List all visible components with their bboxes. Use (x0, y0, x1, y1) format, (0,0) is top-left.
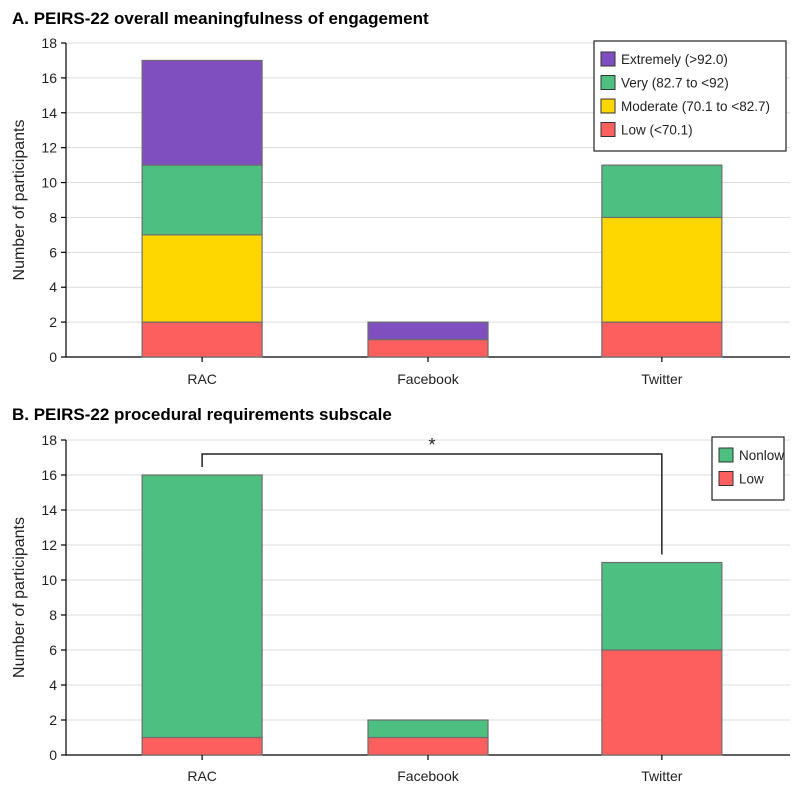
y-tick-label: 6 (49, 244, 57, 260)
legend-swatch-extremely-92-0 (600, 51, 616, 67)
y-tick-label: 2 (49, 314, 57, 330)
bar-twitter-nonlow (601, 561, 723, 651)
panel-a: A. PEIRS-22 overall meaningfulness of en… (11, 9, 790, 387)
legend-box (593, 40, 787, 152)
y-tick-label: 12 (41, 140, 57, 156)
y-tick-label: 0 (49, 747, 57, 763)
bar-rac-low (141, 736, 263, 756)
bar-twitter-very-82-7-to-92 (601, 164, 723, 219)
y-axis-title: Number of participants (11, 120, 28, 281)
legend-swatch-low-70-1 (600, 122, 616, 137)
y-tick-label: 16 (41, 70, 57, 86)
legend: Extremely (>92.0) Very (82.7 to <92) Moder… (593, 40, 787, 152)
significance-bracket (201, 453, 663, 555)
bar-twitter-low (601, 649, 723, 756)
y-tick-label: 12 (41, 537, 57, 553)
y-tick-label: 18 (41, 35, 57, 51)
y-tick-label: 16 (41, 467, 57, 483)
significance-asterisk: * (428, 435, 435, 455)
legend: Nonlow Low (711, 436, 785, 501)
y-tick-label: 6 (49, 642, 57, 658)
bar-facebook-low (367, 736, 489, 756)
bar-facebook-low-70-1 (367, 338, 489, 358)
bar-rac-moderate-70-1-to-82-7 (141, 234, 263, 323)
y-tick-label: 8 (49, 607, 57, 623)
legend-swatch-low (718, 471, 734, 486)
panel-title: B. PEIRS-22 procedural requirements subs… (12, 405, 392, 424)
legend-label-low: Low (739, 472, 764, 487)
bar-twitter-moderate-70-1-to-82-7 (601, 216, 723, 323)
bar-rac-low-70-1 (141, 321, 263, 358)
y-tick-label: 14 (41, 105, 57, 121)
x-tick-label-facebook: Facebook (397, 768, 459, 784)
x-tick-label-facebook: Facebook (397, 371, 459, 387)
y-tick-label: 10 (41, 175, 57, 191)
legend-box (711, 436, 785, 501)
legend-swatch-moderate-70-1-to-82-7 (600, 98, 616, 114)
x-tick-label-rac: RAC (187, 371, 217, 387)
y-tick-label: 2 (49, 712, 57, 728)
x-tick-label-twitter: Twitter (641, 371, 683, 387)
y-axis-title: Number of participants (11, 517, 28, 678)
legend-label-very-82-7-to-92: Very (82.7 to <92) (621, 76, 729, 91)
panel-title: A. PEIRS-22 overall meaningfulness of en… (12, 9, 429, 28)
legend-swatch-very-82-7-to-92 (600, 75, 616, 90)
legend-label-moderate-70-1-to-82-7: Moderate (70.1 to <82.7) (621, 99, 770, 114)
bar-rac-nonlow (141, 474, 263, 739)
legend-label-extremely-92-0: Extremely (>92.0) (621, 52, 728, 67)
x-tick-label-rac: RAC (187, 768, 217, 784)
legend-label-low-70-1: Low (<70.1) (621, 123, 693, 138)
x-tick-label-twitter: Twitter (641, 768, 683, 784)
y-tick-label: 0 (49, 349, 57, 365)
bar-facebook-extremely-92-0 (367, 321, 489, 341)
bar-twitter-low-70-1 (601, 321, 723, 358)
bar-rac-extremely-92-0 (141, 59, 263, 166)
bar-rac-very-82-7-to-92 (141, 164, 263, 236)
y-tick-label: 10 (41, 572, 57, 588)
bar-facebook-nonlow (367, 719, 489, 739)
y-tick-label: 4 (49, 279, 57, 295)
y-tick-label: 14 (41, 502, 57, 518)
y-tick-label: 4 (49, 677, 57, 693)
panel-b: B. PEIRS-22 procedural requirements subs… (11, 405, 790, 784)
y-tick-label: 18 (41, 432, 57, 448)
legend-label-nonlow: Nonlow (739, 448, 784, 463)
legend-swatch-nonlow (718, 447, 734, 463)
y-tick-label: 8 (49, 209, 57, 225)
